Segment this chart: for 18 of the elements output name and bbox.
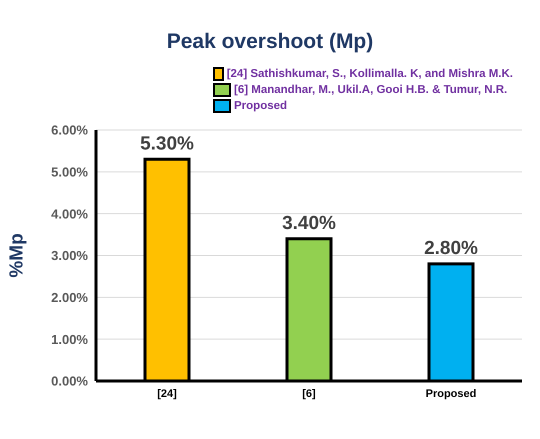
y-tick-label: 1.00% [51,332,88,347]
y-tick-label: 5.00% [51,164,88,180]
legend-label: [6] Manandhar, M., Ukil.A, Gooi H.B. & Tumur, N.R. [234,84,508,96]
y-tick-label: 4.00% [51,206,88,222]
legend-label: Proposed [234,100,288,112]
y-tick-label: 3.00% [51,248,88,264]
data-label: 2.80% [424,238,478,259]
x-tick-label: [6] [302,388,316,400]
chart-title: Peak overshoot (Mp) [166,30,374,54]
x-tick-label: Proposed [426,388,476,400]
data-label: 5.30% [140,133,194,154]
y-axis-title: %Mp [6,233,28,278]
data-label: 3.40% [282,212,336,234]
x-tick-label: [24] [157,388,178,400]
y-tick-label: 6.00% [51,122,88,138]
legend-label: [24] Sathishkumar, S., Kollimalla. K, and Mishra M.K. [226,68,513,80]
y-tick-label: 0.00% [51,374,88,389]
y-tick-label: 2.00% [51,290,88,305]
